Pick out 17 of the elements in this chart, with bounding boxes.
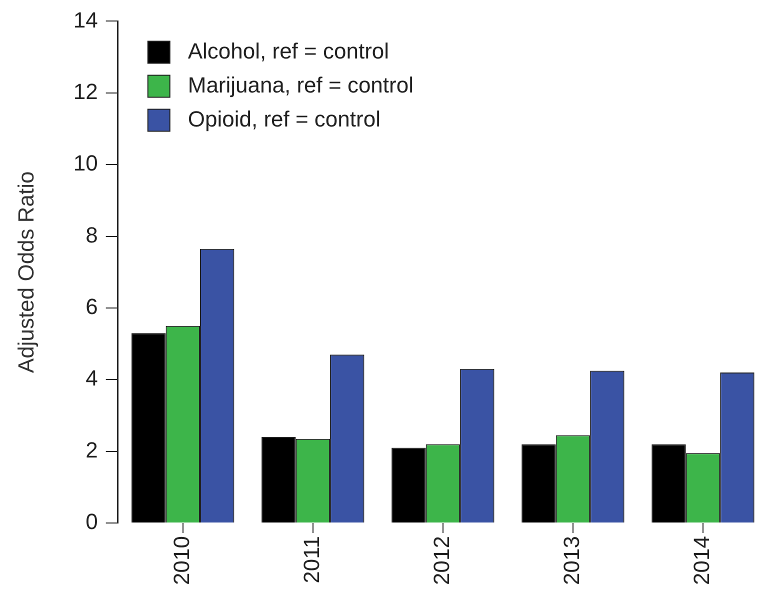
y-tick-label: 0 <box>86 509 98 534</box>
y-tick-label: 6 <box>86 294 98 320</box>
legend-label: Opioid, ref = control <box>188 106 380 132</box>
y-tick-label: 4 <box>86 366 98 391</box>
legend-label: Marijuana, ref = control <box>188 72 414 98</box>
y-tick-label: 8 <box>86 222 98 248</box>
y-tick-label: 12 <box>73 78 98 104</box>
x-tick-label: 2014 <box>689 536 714 586</box>
y-tick-label: 10 <box>73 150 98 176</box>
legend-label: Alcohol, ref = control <box>188 38 390 64</box>
x-tick-label: 2010 <box>168 536 194 586</box>
x-tick-label: 2013 <box>559 536 584 586</box>
y-tick-label: 14 <box>73 7 98 32</box>
y-tick-label: 2 <box>86 437 98 462</box>
x-tick-label: 2012 <box>429 536 454 586</box>
x-tick-label: 2011 <box>298 536 324 584</box>
y-axis-title: Adjusted Odds Ratio <box>13 171 38 374</box>
